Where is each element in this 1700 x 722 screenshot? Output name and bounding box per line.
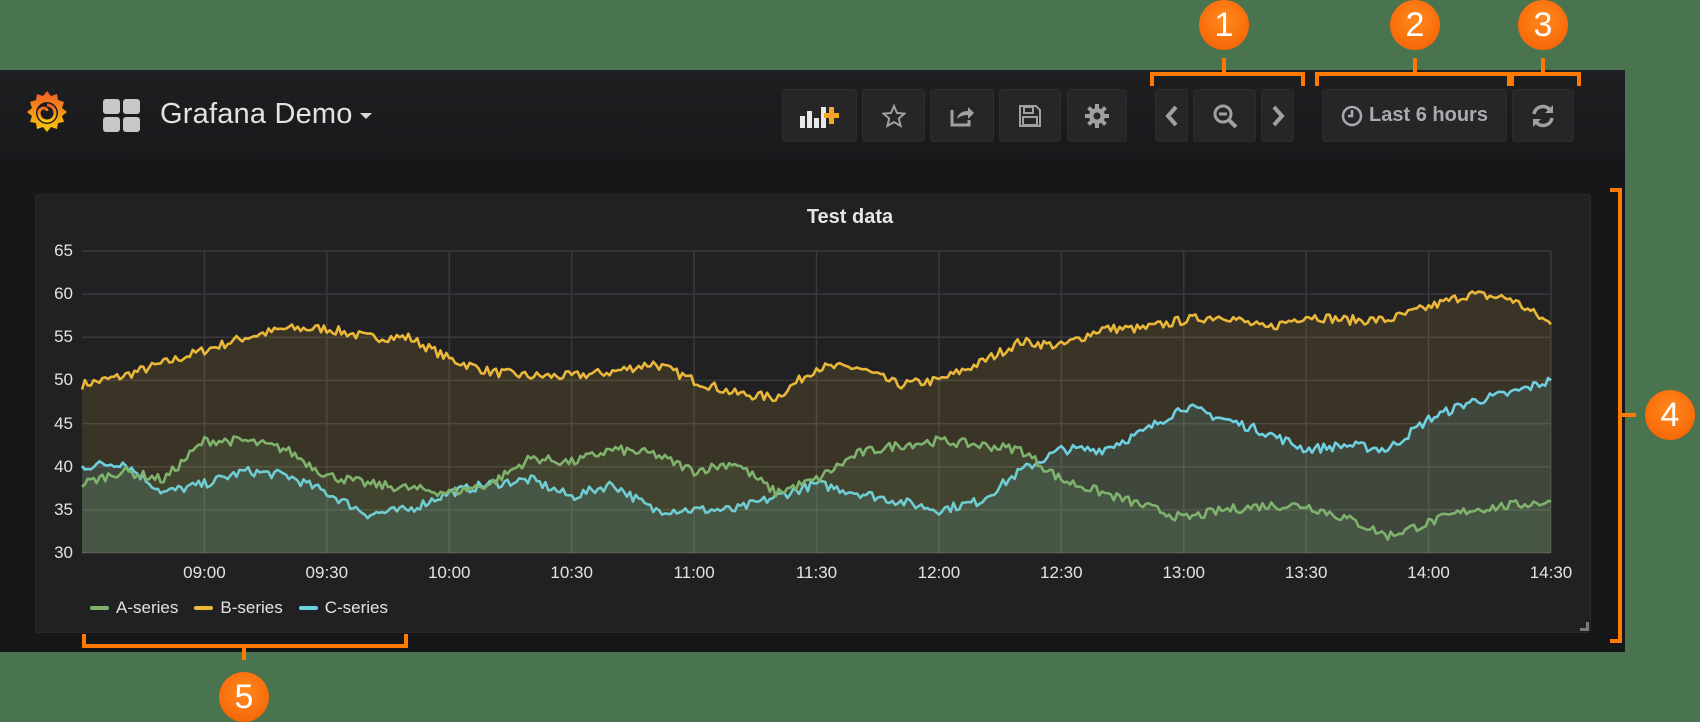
- legend-swatch-a: [90, 606, 109, 610]
- legend-label-c: C-series: [324, 598, 389, 617]
- x-tick-label: 14:00: [1407, 563, 1450, 582]
- x-tick-label: 14:30: [1529, 563, 1573, 582]
- x-tick-label: 09:30: [305, 563, 349, 582]
- add-panel-button[interactable]: [782, 89, 857, 142]
- time-back-button[interactable]: [1155, 89, 1188, 142]
- callout-badge-2: 2: [1390, 0, 1440, 50]
- refresh-button[interactable]: [1512, 89, 1574, 142]
- x-tick-label: 13:00: [1162, 563, 1206, 582]
- y-tick-label: 35: [54, 499, 73, 519]
- x-tick-label: 13:30: [1284, 563, 1328, 582]
- series-fill: [82, 291, 1551, 553]
- legend-swatch-c: [298, 606, 318, 610]
- star-button[interactable]: [862, 89, 925, 142]
- clock-icon: [1341, 105, 1363, 126]
- callout-stem-3: [1541, 58, 1545, 72]
- x-tick-label: 12:00: [917, 563, 961, 582]
- time-forward-button[interactable]: [1261, 89, 1294, 142]
- series-line-b-series[interactable]: [80, 290, 1552, 403]
- dashboard-grid-icon[interactable]: [103, 99, 141, 133]
- x-tick-label: 12:30: [1040, 563, 1083, 582]
- callout-stem-2: [1413, 58, 1417, 72]
- x-tick-label: 09:00: [183, 563, 226, 582]
- legend-item-a-series[interactable]: A-series: [90, 598, 178, 618]
- callout-badge-3: 3: [1518, 0, 1568, 50]
- zoom-out-icon: [1213, 104, 1237, 128]
- callout-bracket-4: [1610, 188, 1622, 643]
- series-line-a-series[interactable]: [81, 435, 1552, 541]
- callout-badge-5: 5: [219, 672, 269, 722]
- legend: A-series B-series C-series: [90, 598, 404, 618]
- panel-title[interactable]: Test data: [806, 206, 894, 228]
- callout-bracket-1: [1150, 72, 1305, 86]
- series-fill: [82, 378, 1551, 553]
- legend-item-b-series[interactable]: B-series: [194, 598, 283, 618]
- time-range-label: Last 6 hours: [1369, 104, 1488, 126]
- share-icon: [950, 106, 974, 126]
- callout-stem-1: [1222, 58, 1226, 72]
- save-button[interactable]: [999, 89, 1061, 142]
- x-tick-label: 11:00: [673, 563, 715, 582]
- time-range-picker[interactable]: Last 6 hours: [1322, 89, 1507, 142]
- chevron-left-icon: [1164, 105, 1177, 126]
- dashboard-title[interactable]: Grafana Demo: [160, 98, 353, 130]
- x-tick-label: 11:30: [795, 563, 838, 582]
- y-tick-label: 30: [54, 543, 73, 562]
- callout-bracket-3: [1510, 72, 1581, 86]
- y-tick-label: 65: [54, 241, 73, 260]
- chevron-right-icon: [1272, 105, 1285, 126]
- callout-stem-4: [1622, 413, 1636, 417]
- callout-bracket-5: [82, 634, 408, 648]
- add-panel-icon: [799, 106, 839, 128]
- x-tick-label: 10:30: [550, 563, 593, 582]
- callout-stem-5: [242, 648, 246, 660]
- graph-panel[interactable]: [35, 194, 1591, 633]
- settings-button[interactable]: [1067, 89, 1127, 142]
- legend-item-c-series[interactable]: C-series: [298, 598, 389, 618]
- legend-swatch-b: [194, 606, 214, 610]
- share-button[interactable]: [930, 89, 994, 142]
- callout-badge-4: 4: [1645, 390, 1695, 440]
- star-icon: [881, 103, 906, 128]
- y-tick-label: 40: [54, 456, 73, 476]
- x-tick-label: 10:00: [427, 563, 471, 582]
- legend-label-b: B-series: [220, 598, 283, 617]
- refresh-icon: [1532, 104, 1554, 127]
- callout-badge-1: 1: [1199, 0, 1249, 50]
- y-tick-label: 60: [54, 284, 73, 304]
- y-tick-label: 50: [54, 370, 73, 390]
- series-line-c-series[interactable]: [80, 376, 1552, 520]
- legend-label-a: A-series: [116, 598, 179, 617]
- series-fill: [82, 436, 1551, 553]
- save-icon: [1019, 104, 1041, 127]
- grafana-logo-icon[interactable]: [22, 88, 72, 138]
- callout-bracket-2: [1315, 72, 1511, 86]
- y-tick-label: 55: [54, 327, 73, 347]
- caret-down-icon[interactable]: [360, 113, 372, 119]
- panel-resize-handle-icon[interactable]: [1580, 622, 1589, 631]
- gear-icon: [1085, 103, 1109, 128]
- y-tick-label: 45: [54, 413, 73, 433]
- zoom-out-button[interactable]: [1193, 89, 1256, 142]
